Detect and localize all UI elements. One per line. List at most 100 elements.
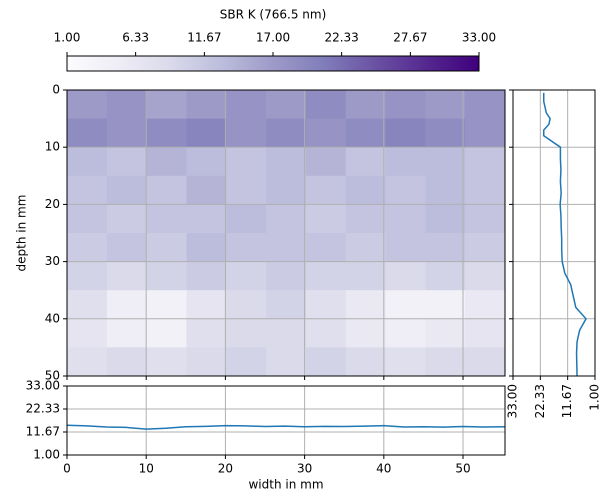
heatmap-cell (425, 175, 466, 205)
heatmap-cell (226, 233, 267, 263)
heatmap-cell (146, 290, 187, 320)
colorbar-label: SBR K (766.5 nm) (220, 8, 327, 22)
heatmap-cell (186, 118, 227, 148)
heatmap-cell (305, 318, 347, 348)
plot-frame (66, 385, 506, 456)
heatmap-cell (305, 147, 347, 177)
heatmap-cell (146, 261, 187, 291)
heatmap-cell (425, 261, 466, 291)
y-tick-label: 40 (45, 311, 60, 325)
heatmap-cell (425, 147, 466, 177)
x-tick-label: 11.67 (560, 384, 574, 418)
heatmap-cell (226, 318, 267, 348)
heatmap-cell (465, 347, 506, 377)
colorbar-tick-label: 6.33 (122, 31, 149, 45)
heatmap-cell (305, 347, 347, 377)
heatmap-cell (67, 290, 108, 320)
y-tick-label: 1.00 (33, 448, 60, 462)
profile-line (543, 92, 587, 377)
heatmap-cell (186, 347, 227, 377)
heatmap-cell (186, 233, 227, 263)
heatmap-cell (345, 175, 387, 205)
heatmap-cell (226, 175, 267, 205)
x-tick-label: 0 (63, 462, 71, 476)
heatmap-cell (345, 118, 387, 148)
heatmap-cell (67, 347, 108, 377)
heatmap-cell (385, 347, 426, 377)
heatmap-cell (465, 118, 506, 148)
heatmap-cell (67, 147, 108, 177)
y-tick-label: 0 (52, 83, 60, 97)
y-tick-label: 50 (45, 369, 60, 383)
heatmap-cell (305, 290, 347, 320)
y-tick-label: 33.00 (26, 379, 60, 393)
heatmap-cell (226, 147, 267, 177)
heatmap-cell (106, 204, 148, 234)
heatmap-cell (106, 147, 148, 177)
heatmap-cell (465, 233, 506, 263)
heatmap-cell (385, 290, 426, 320)
y-axis-label: depth in mm (15, 195, 29, 272)
heatmap-cell (425, 204, 466, 234)
x-tick-label: 40 (376, 462, 391, 476)
heatmap-cell (385, 204, 426, 234)
heatmap-cell (465, 318, 506, 348)
plot-frame (512, 89, 596, 377)
heatmap-cell (385, 318, 426, 348)
heatmap-cell (266, 318, 307, 348)
heatmap-cell (266, 90, 307, 120)
heatmap-cell (465, 204, 506, 234)
heatmap-cell (226, 204, 267, 234)
heatmap-cell (67, 261, 108, 291)
x-tick-label: 10 (139, 462, 154, 476)
heatmap-cell (186, 175, 227, 205)
heatmap-cell (266, 290, 307, 320)
heatmap-cell (266, 175, 307, 205)
heatmap-cell (345, 261, 387, 291)
heatmap-cell (305, 261, 347, 291)
heatmap-cell (146, 118, 187, 148)
colorbar-tick-label: 1.00 (54, 31, 81, 45)
x-tick-label: 20 (218, 462, 233, 476)
heatmap-cell (186, 90, 227, 120)
heatmap-cell (385, 118, 426, 148)
heatmap-cell (465, 147, 506, 177)
colorbar (66, 55, 480, 72)
heatmap-cell (146, 318, 187, 348)
colorbar-tick-label: 27.67 (393, 31, 427, 45)
heatmap-cell (67, 118, 108, 148)
heatmap-cell (106, 290, 148, 320)
heatmap-cell (345, 318, 387, 348)
heatmap-cell (186, 204, 227, 234)
heatmap-cell (266, 233, 307, 263)
heatmap-cell (106, 318, 148, 348)
heatmap-cell (425, 347, 466, 377)
heatmap-cell (425, 118, 466, 148)
heatmap-cell (226, 261, 267, 291)
heatmap-cell (186, 318, 227, 348)
heatmap-cell (106, 233, 148, 263)
heatmap-cell (67, 318, 108, 348)
heatmap-cell (465, 261, 506, 291)
heatmap-cell (146, 147, 187, 177)
heatmap-cell (425, 233, 466, 263)
heatmap-cell (146, 175, 187, 205)
colorbar-tick-label: 11.67 (187, 31, 221, 45)
heatmap-cell (425, 90, 466, 120)
heatmap-cell (345, 290, 387, 320)
heatmap-cell (106, 118, 148, 148)
heatmap-cell (67, 233, 108, 263)
heatmap-cell (146, 204, 187, 234)
heatmap-cell (385, 233, 426, 263)
y-tick-label: 20 (45, 197, 60, 211)
heatmap-cell (226, 347, 267, 377)
heatmap-cell (186, 290, 227, 320)
heatmap-cell (146, 90, 187, 120)
y-tick-label: 11.67 (26, 424, 60, 438)
x-tick-label: 30 (297, 462, 312, 476)
heatmap-cell (226, 118, 267, 148)
heatmap-cell (67, 175, 108, 205)
x-axis-label: width in mm (248, 478, 323, 492)
heatmap-cell (186, 261, 227, 291)
